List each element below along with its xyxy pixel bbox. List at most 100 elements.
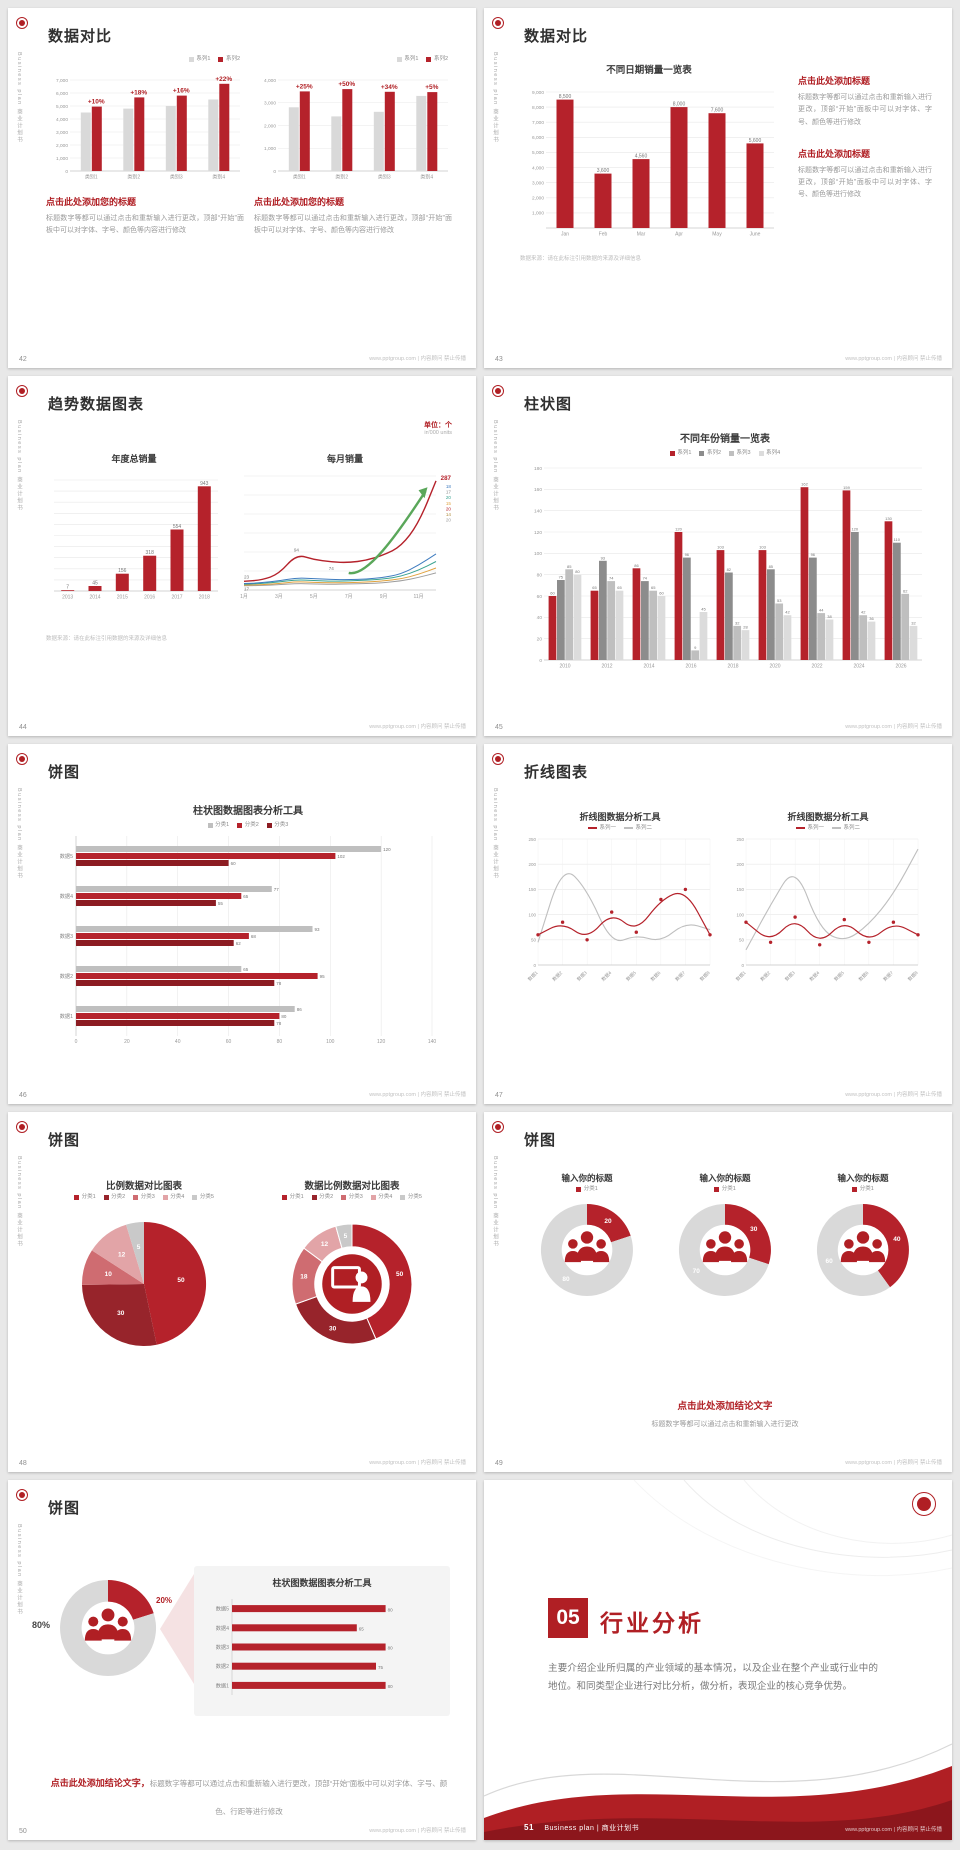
svg-text:类别4: 类别4 [420,174,433,181]
slide-49-donut-charts: Business plan 商业计划书 饼图 输入你的标题 分类1 20 80 输… [484,1112,952,1472]
page-number: 49 [495,1460,503,1467]
svg-text:50: 50 [531,938,537,943]
svg-text:45: 45 [701,607,706,612]
svg-text:数据5: 数据5 [832,969,846,983]
cover-brand: Business plan | 商业计划书 [544,1825,640,1832]
svg-text:2015: 2015 [117,595,128,601]
sales-bar-chart: 9,000 8,000 7,000 6,000 5,000 4,000 3,000 2,000… [520,82,778,240]
svg-text:17: 17 [446,490,452,495]
background-curves [633,1480,952,1577]
svg-text:80: 80 [281,1014,287,1019]
svg-text:45: 45 [92,581,98,587]
svg-text:20: 20 [537,636,543,642]
slide-50-donut-and-bars: Business plan 商业计划书 饼图 80% 20% 柱状图数据图表分析… [8,1480,476,1840]
svg-text:类别4: 类别4 [212,174,225,181]
svg-text:数据2: 数据2 [60,972,73,980]
svg-text:类别3: 类别3 [378,174,391,181]
svg-text:103: 103 [759,545,766,550]
svg-text:65: 65 [617,585,622,590]
svg-text:数据6: 数据6 [857,969,871,983]
svg-text:180: 180 [534,466,542,472]
svg-text:10: 10 [105,1271,113,1278]
svg-text:102: 102 [337,854,345,859]
brand-logo-icon [492,1121,504,1133]
chart-panel: 折线图数据分析工具 系列一 系列二 250 200 150 100 50 0 数据1 数据2 数据… [522,810,718,983]
svg-text:75: 75 [378,1665,384,1670]
chart-title: 不同年份销量一览表 [680,434,770,445]
svg-text:53: 53 [777,598,782,603]
svg-text:2017: 2017 [171,595,182,601]
chart-title: 柱状图数据图表分析工具 [272,1578,372,1588]
monthly-sales-line-chart: 1月 3月 5月 7月 9月 11月 23 17 94 74 287 18 17 20 15 20 14 20 [238,470,452,602]
brand-logo-icon [16,17,28,29]
chart-panel: 每月销量 1月 3月 5月 7月 9月 11月 23 17 94 74 287 18 17 20 15 20 1… [238,452,452,602]
svg-text:554: 554 [173,524,182,530]
data-source-note: 数据来源：请在此标注引用数据的来源及详细信息 [520,256,642,262]
svg-text:86: 86 [297,1007,303,1012]
svg-text:160: 160 [534,487,542,493]
svg-text:2026: 2026 [895,664,906,670]
svg-text:38: 38 [827,614,832,619]
sidebar-vertical-text: Business plan 商业计划书 [16,788,22,880]
page-title: 柱状图 [524,396,573,413]
svg-text:7: 7 [66,585,69,591]
svg-text:60: 60 [825,1258,833,1265]
svg-text:5,000: 5,000 [56,104,68,110]
svg-text:95: 95 [320,974,326,979]
svg-text:80: 80 [388,1646,394,1651]
svg-text:数据3: 数据3 [60,932,73,940]
svg-text:6,000: 6,000 [56,91,68,97]
svg-text:7,000: 7,000 [532,120,544,126]
chart-title: 年度总销量 [111,454,157,464]
svg-text:+34%: +34% [381,84,398,91]
svg-text:250: 250 [736,837,744,842]
slide-footer: www.pptgroup.com | 内容顾问 禁止传播 [369,1092,466,1098]
svg-text:96: 96 [685,552,690,557]
unit-label: 单位：个 in'000 units [424,420,452,436]
chart-title: 输入你的标题 [561,1173,613,1183]
slide-footer: www.pptgroup.com | 内容顾问 禁止传播 [369,1828,466,1834]
donut-label-right: 20% [156,1596,173,1605]
yearly-grouped-bar-chart: 180 160 140 120 100 80 60 40 20 0 60 75 85 80 2010 65 93… [524,460,926,672]
svg-text:120: 120 [377,1039,386,1045]
svg-text:2018: 2018 [199,595,210,601]
svg-text:9: 9 [694,645,697,650]
svg-text:14: 14 [446,512,452,517]
panel-heading: 点击此处添加标题 [798,76,871,86]
chart-legend: 分类1 [796,1184,930,1194]
svg-text:60: 60 [659,591,664,596]
panel-heading: 点击此处添加您的标题 [254,197,345,207]
svg-text:80: 80 [277,1039,283,1045]
svg-text:0: 0 [75,1039,78,1045]
page-title: 趋势数据图表 [48,396,145,413]
svg-text:78: 78 [276,981,282,986]
svg-text:318: 318 [146,550,155,556]
text-column: 点击此处添加标题 标题数字等都可以通过点击和重新输入进行更改，顶部“开始”面板中… [798,74,932,202]
svg-text:2010: 2010 [559,664,570,670]
svg-text:数据5: 数据5 [216,1605,229,1613]
svg-text:93: 93 [315,927,321,932]
svg-text:70: 70 [693,1268,701,1275]
svg-text:150: 150 [528,887,536,892]
donut-chart: 20 80 [520,1198,654,1302]
chart-column: 输入你的标题 分类1 40 60 [796,1172,930,1302]
chart-panel: 系列1 系列2 4,000 3,000 2,000 1,000 0 类别1 +25% 类别2 +5… [254,54,452,238]
slide-footer: www.pptgroup.com | 内容顾问 禁止传播 [369,1460,466,1466]
chart-legend: 分类1 分类2 分类3 分类4 分类5 [252,1192,452,1202]
svg-text:156: 156 [118,568,127,574]
svg-text:62: 62 [236,941,242,946]
svg-text:数据5: 数据5 [60,852,73,860]
donut-chart: 50 30 18 12 5 [252,1208,452,1360]
line-chart: 250 200 150 100 50 0 数据1 数据2 数据3 数据4 数据5 数据6 数据7 数据8 [730,833,926,983]
chart-panel: 折线图数据分析工具 系列一 系列二 250 200 150 100 50 0 数据1 数据2 数据… [730,810,926,983]
svg-text:30: 30 [117,1310,125,1317]
svg-text:数据3: 数据3 [783,969,797,983]
svg-text:2012: 2012 [601,664,612,670]
sidebar-vertical-text: Business plan 商业计划书 [492,788,498,880]
svg-text:类别1: 类别1 [293,174,306,181]
svg-text:20: 20 [604,1218,612,1225]
data-source-note: 数据来源：请在此标注引用数据的来源及详细信息 [46,636,168,642]
brand-logo-icon [492,753,504,765]
svg-text:75: 75 [559,575,564,580]
